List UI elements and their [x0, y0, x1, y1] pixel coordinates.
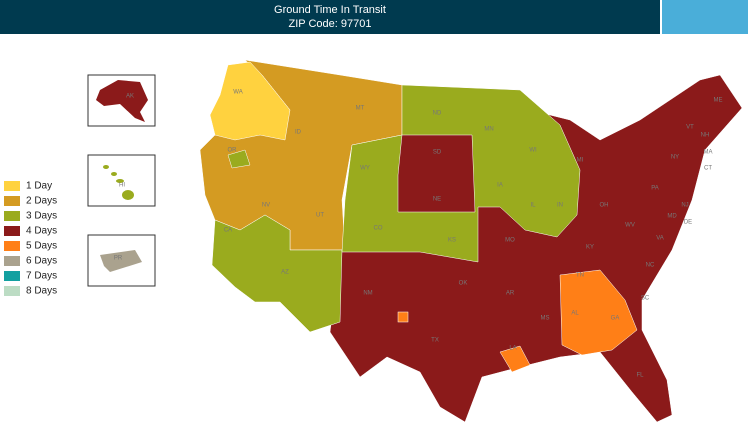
state-label: CA — [224, 228, 232, 234]
legend-label: 6 Days — [26, 256, 57, 267]
state-label: WY — [360, 166, 370, 172]
state-label: OR — [228, 148, 238, 154]
state-label: KS — [448, 238, 456, 244]
state-label: VT — [686, 125, 694, 131]
state-label: NE — [433, 197, 441, 203]
region-1-day — [209, 61, 291, 141]
region-5-days — [559, 269, 638, 356]
legend-swatch — [4, 226, 20, 236]
legend-label: 2 Days — [26, 196, 57, 207]
state-label: NY — [671, 155, 679, 161]
state-label: PR — [114, 256, 123, 262]
header-title: Ground Time In Transit — [274, 4, 386, 16]
state-label: HI — [119, 183, 125, 189]
state-label: MS — [541, 316, 550, 322]
state-label: ID — [295, 130, 302, 136]
legend-swatch — [4, 256, 20, 266]
state-label: ND — [433, 111, 442, 117]
legend-label: 4 Days — [26, 226, 57, 237]
legend-swatch — [4, 286, 20, 296]
region-4-days — [397, 134, 476, 213]
state-label: CT — [704, 166, 712, 172]
state-label: NV — [262, 203, 270, 209]
state-label: NH — [701, 133, 710, 139]
state-label: CO — [374, 226, 383, 232]
region-3-days — [227, 149, 251, 169]
state-label: WA — [233, 90, 242, 96]
legend-swatch — [4, 181, 20, 191]
legend-swatch — [4, 271, 20, 281]
state-label: GA — [611, 316, 620, 322]
hawaii — [103, 165, 134, 200]
state-label: PA — [651, 186, 659, 192]
legend-label: 7 Days — [26, 271, 57, 282]
legend-label: 5 Days — [26, 241, 57, 252]
state-label: MO — [505, 238, 515, 244]
state-label: MD — [667, 214, 677, 220]
state-label: AK — [126, 94, 134, 100]
state-label: NC — [646, 263, 655, 269]
legend-swatch — [4, 211, 20, 221]
puerto-rico — [100, 250, 142, 272]
state-label: OK — [459, 281, 468, 287]
legend-label: 1 Day — [26, 181, 52, 192]
state-label: IA — [497, 183, 503, 189]
header-accent — [662, 0, 748, 34]
state-label: ME — [714, 98, 723, 104]
state-label: IN — [557, 203, 563, 209]
state-label: KY — [586, 245, 594, 251]
state-label: FL — [636, 373, 644, 379]
state-label: AZ — [281, 270, 289, 276]
state-label: TN — [576, 273, 584, 279]
state-label: UT — [316, 213, 324, 219]
state-label: AR — [506, 291, 515, 297]
state-label: WI — [529, 148, 537, 154]
state-label: OH — [600, 203, 609, 209]
regions — [199, 59, 743, 423]
state-label: VA — [656, 236, 664, 242]
state-label: SD — [433, 150, 442, 156]
region-5-days — [499, 345, 531, 373]
state-label: MT — [356, 106, 365, 112]
region-3-days — [211, 214, 343, 333]
header-subtitle: ZIP Code: 97701 — [288, 18, 372, 30]
state-label: MA — [704, 150, 713, 156]
legend: 1 Day 2 Days 3 Days 4 Days 5 Days 6 Days 7 Day… — [4, 181, 57, 297]
header: Ground Time In Transit ZIP Code: 97701 — [0, 0, 660, 34]
legend-swatch — [4, 241, 20, 251]
state-label: NM — [363, 291, 372, 297]
state-label: MI — [577, 158, 584, 164]
state-label: IL — [530, 203, 536, 209]
state-labels: WA OR CA NV ID MT WY UT CO AZ NM ND SD NE KS OK TX MN IA MO… — [114, 90, 723, 379]
legend-label: 3 Days — [26, 211, 57, 222]
alaska — [96, 80, 148, 122]
state-label: WV — [625, 223, 635, 229]
state-label: LA — [509, 346, 516, 352]
legend-swatch — [4, 196, 20, 206]
state-label: TX — [431, 338, 439, 344]
legend-label: 8 Days — [26, 286, 57, 297]
state-label: DE — [684, 220, 692, 226]
state-label: SC — [641, 296, 650, 302]
state-label: MN — [484, 127, 493, 133]
state-label: NJ — [681, 203, 688, 209]
state-label: AL — [571, 311, 579, 317]
region-5-days — [397, 311, 409, 323]
